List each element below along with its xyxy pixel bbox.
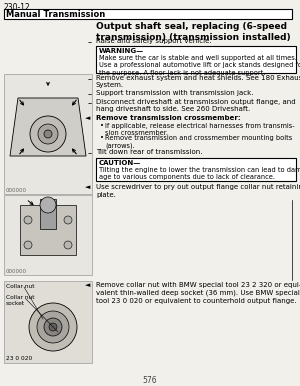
Text: Remove collar nut with BMW special tool 23 2 320 or equi-
valent thin-walled dee: Remove collar nut with BMW special tool … bbox=[96, 282, 300, 303]
Text: Remove transmission crossmember:: Remove transmission crossmember: bbox=[96, 115, 241, 121]
Bar bbox=[4, 281, 92, 363]
Text: Disconnect driveshaft at transmission output flange, and
hang driveshaft to side: Disconnect driveshaft at transmission ou… bbox=[96, 99, 296, 112]
Bar bbox=[96, 158, 296, 181]
Text: 000000: 000000 bbox=[6, 188, 27, 193]
Circle shape bbox=[40, 197, 56, 213]
Circle shape bbox=[64, 216, 72, 224]
Text: –: – bbox=[88, 38, 92, 47]
Polygon shape bbox=[10, 98, 86, 156]
Text: Manual Transmission: Manual Transmission bbox=[6, 10, 105, 19]
Text: 000000: 000000 bbox=[6, 269, 27, 274]
Text: Collar nut: Collar nut bbox=[6, 284, 34, 289]
Bar bbox=[96, 46, 296, 73]
Text: 576: 576 bbox=[143, 376, 157, 385]
Text: Make sure the car is stable and well supported at all times.
Use a professional : Make sure the car is stable and well sup… bbox=[99, 55, 300, 76]
Text: –: – bbox=[88, 149, 92, 158]
Text: ◄: ◄ bbox=[85, 184, 90, 190]
Text: 230-12: 230-12 bbox=[4, 3, 31, 12]
Text: Remove transmission and crossmember mounting bolts
(arrows).: Remove transmission and crossmember moun… bbox=[105, 135, 292, 149]
Text: •: • bbox=[100, 123, 104, 129]
Text: Output shaft seal, replacing (6-speed
transmission) (transmission installed): Output shaft seal, replacing (6-speed tr… bbox=[96, 22, 291, 42]
Circle shape bbox=[24, 241, 32, 249]
Text: Collar nut
socket: Collar nut socket bbox=[6, 295, 34, 306]
Text: Use screwdriver to pry out output flange collar nut retaining
plate.: Use screwdriver to pry out output flange… bbox=[96, 184, 300, 198]
Text: –: – bbox=[88, 99, 92, 108]
Bar bbox=[4, 9, 292, 19]
Circle shape bbox=[64, 241, 72, 249]
Text: CAUTION—: CAUTION— bbox=[99, 160, 141, 166]
Bar bbox=[20, 205, 76, 255]
Text: Support transmission with transmission jack.: Support transmission with transmission j… bbox=[96, 90, 253, 96]
Text: ◄: ◄ bbox=[85, 115, 90, 121]
Circle shape bbox=[44, 130, 52, 138]
Text: –: – bbox=[88, 75, 92, 84]
Text: 23 0 020: 23 0 020 bbox=[6, 356, 32, 361]
Bar bbox=[4, 74, 92, 194]
Text: ◄: ◄ bbox=[85, 282, 90, 288]
Circle shape bbox=[49, 323, 57, 331]
Circle shape bbox=[37, 311, 69, 343]
Circle shape bbox=[29, 303, 77, 351]
Bar bbox=[4, 195, 92, 275]
Text: Tilting the engine to lower the transmission can lead to dam-
age to various com: Tilting the engine to lower the transmis… bbox=[99, 167, 300, 180]
Circle shape bbox=[24, 216, 32, 224]
Text: Remove exhaust system and heat shields. See 180 Exhaust
System.: Remove exhaust system and heat shields. … bbox=[96, 75, 300, 88]
Circle shape bbox=[44, 318, 62, 336]
Text: –: – bbox=[88, 90, 92, 99]
Text: Tilt down rear of transmission.: Tilt down rear of transmission. bbox=[96, 149, 202, 155]
Text: If applicable, release electrical harnesses from transmis-
sion crossmember.: If applicable, release electrical harnes… bbox=[105, 123, 295, 136]
Bar bbox=[40, 199, 56, 229]
Text: WARNING—: WARNING— bbox=[99, 48, 144, 54]
Circle shape bbox=[38, 124, 58, 144]
Text: Raise and safely support vehicle.: Raise and safely support vehicle. bbox=[96, 38, 212, 44]
Text: •: • bbox=[100, 135, 104, 141]
Circle shape bbox=[30, 116, 66, 152]
